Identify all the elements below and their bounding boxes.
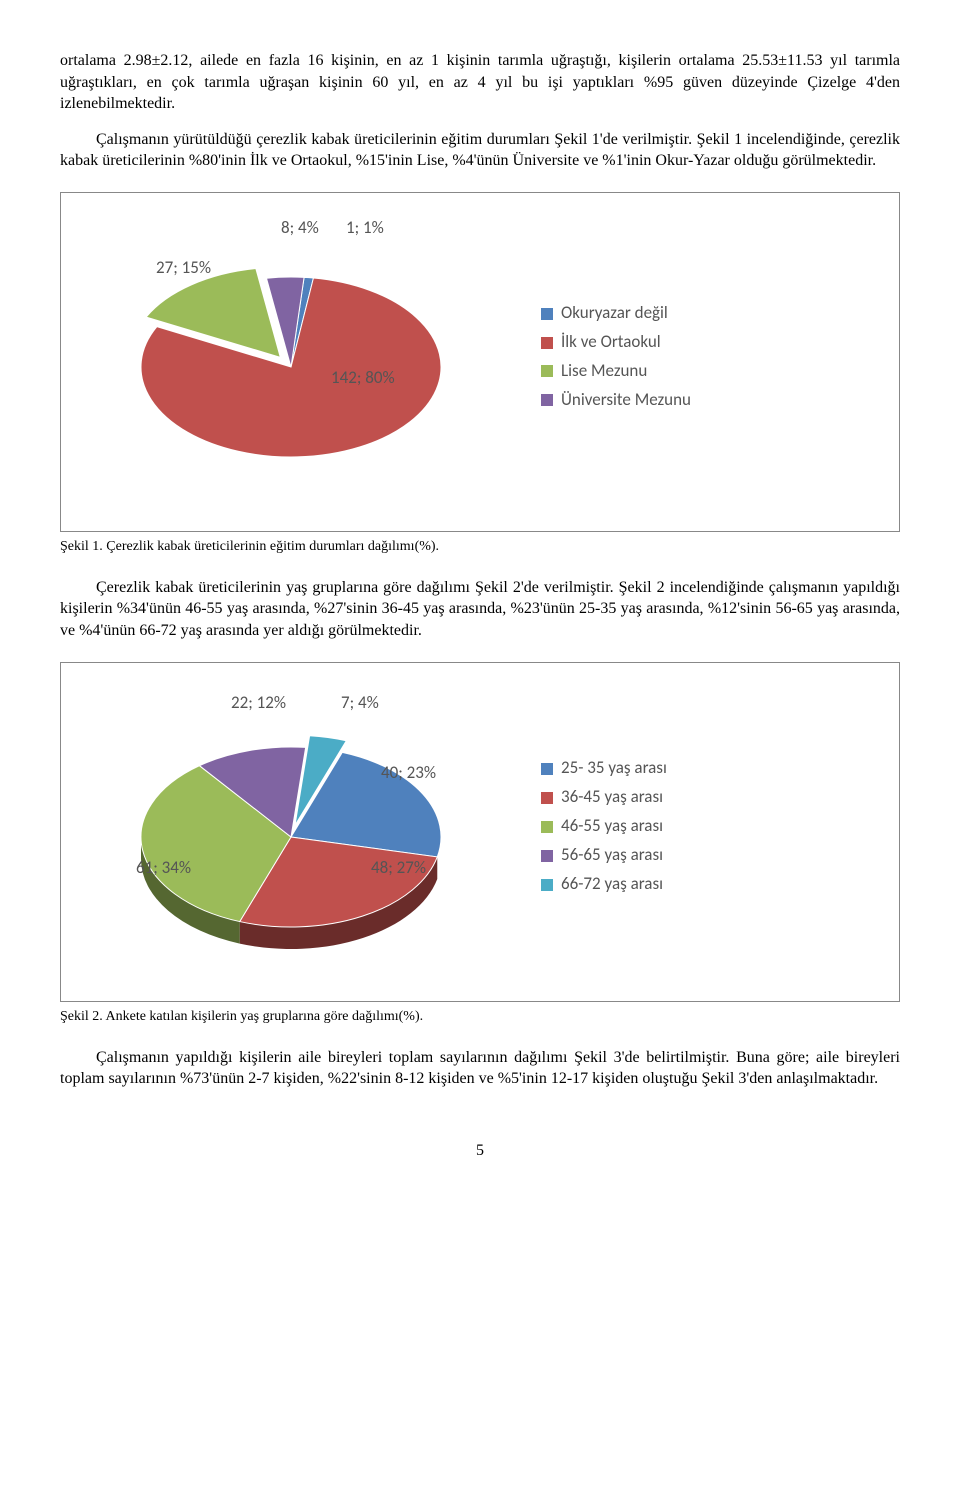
legend-item: İlk ve Ortaokul (541, 331, 691, 354)
paragraph-2: Çalışmanın yürütüldüğü çerezlik kabak ür… (60, 129, 900, 172)
chart-2-pie: 22; 12% 7; 4% 40; 23% 48; 27% 61; 34% (81, 687, 501, 967)
caption-2: Şekil 2. Ankete katılan kişilerin yaş gr… (60, 1008, 900, 1027)
legend-item: Üniversite Mezunu (541, 389, 691, 412)
legend-swatch (541, 337, 553, 349)
legend-item: Lise Mezunu (541, 360, 691, 383)
legend-item: 36-45 yaş arası (541, 786, 667, 809)
legend-swatch (541, 879, 553, 891)
legend-swatch (541, 394, 553, 406)
chart-1-label-univ: 8; 4% (281, 217, 319, 240)
legend-swatch (541, 763, 553, 775)
legend-item: Okuryazar değil (541, 302, 691, 325)
paragraph-1: ortalama 2.98±2.12, ailede en fazla 16 k… (60, 50, 900, 115)
chart-2-label-5665: 22; 12% (231, 692, 286, 715)
legend-swatch (541, 792, 553, 804)
chart-1-legend: Okuryazar değil İlk ve Ortaokul Lise Mez… (541, 296, 691, 418)
legend-label: Lise Mezunu (561, 360, 647, 383)
chart-2-label-4655: 61; 34% (136, 857, 191, 880)
chart-2-label-2535: 40; 23% (381, 762, 436, 785)
legend-label: 25- 35 yaş arası (561, 757, 667, 780)
legend-item: 56-65 yaş arası (541, 844, 667, 867)
legend-swatch (541, 821, 553, 833)
caption-1: Şekil 1. Çerezlik kabak üreticilerinin e… (60, 538, 900, 557)
legend-swatch (541, 308, 553, 320)
chart-2-label-3645: 48; 27% (371, 857, 426, 880)
legend-label: Üniversite Mezunu (561, 389, 691, 412)
legend-label: İlk ve Ortaokul (561, 331, 661, 354)
legend-label: 36-45 yaş arası (561, 786, 663, 809)
legend-label: 56-65 yaş arası (561, 844, 663, 867)
page-number: 5 (60, 1140, 900, 1162)
chart-1-label-okur: 1; 1% (346, 217, 384, 240)
legend-label: Okuryazar değil (561, 302, 668, 325)
chart-1-label-lise: 27; 15% (156, 257, 211, 280)
chart-2-box: 22; 12% 7; 4% 40; 23% 48; 27% 61; 34% 25… (60, 662, 900, 1002)
legend-swatch (541, 365, 553, 377)
paragraph-4: Çalışmanın yapıldığı kişilerin aile bire… (60, 1047, 900, 1090)
legend-label: 66-72 yaş arası (561, 873, 663, 896)
legend-item: 66-72 yaş arası (541, 873, 667, 896)
chart-1-pie: 8; 4% 1; 1% 27; 15% 142; 80% (81, 217, 501, 497)
chart-2-legend: 25- 35 yaş arası 36-45 yaş arası 46-55 y… (541, 751, 667, 902)
paragraph-3: Çerezlik kabak üreticilerinin yaş grupla… (60, 577, 900, 642)
chart-2-label-6672: 7; 4% (341, 692, 379, 715)
chart-1-label-ilk: 142; 80% (331, 367, 395, 390)
chart-1-box: 8; 4% 1; 1% 27; 15% 142; 80% Okuryazar d… (60, 192, 900, 532)
legend-label: 46-55 yaş arası (561, 815, 663, 838)
legend-item: 25- 35 yaş arası (541, 757, 667, 780)
legend-swatch (541, 850, 553, 862)
legend-item: 46-55 yaş arası (541, 815, 667, 838)
